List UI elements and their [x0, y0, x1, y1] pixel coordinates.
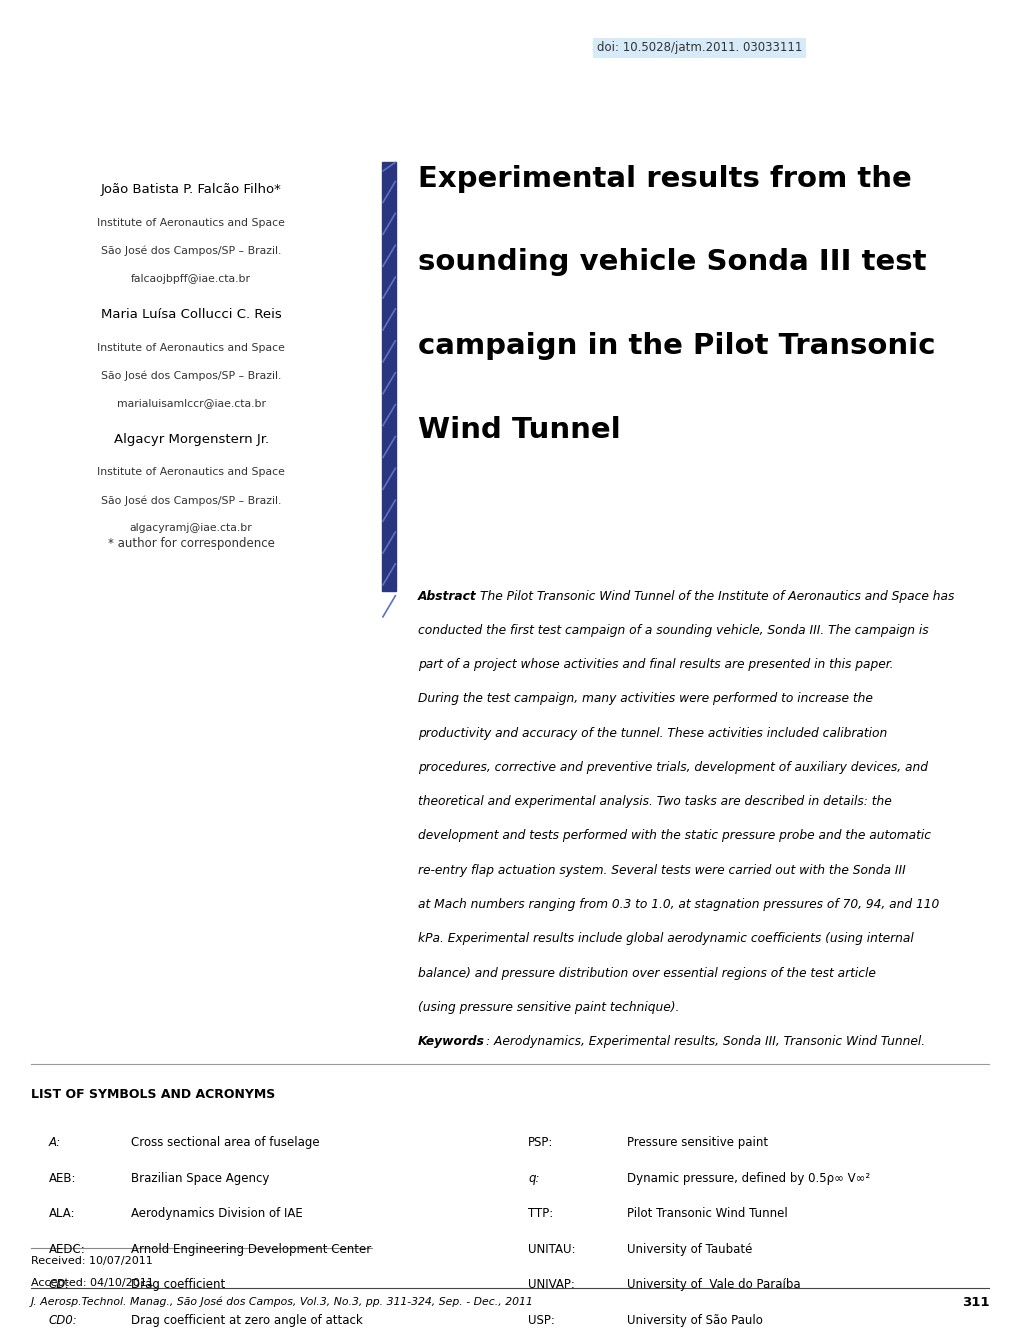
Text: : Aerodynamics, Experimental results, Sonda III, Transonic Wind Tunnel.: : Aerodynamics, Experimental results, So… — [485, 1035, 924, 1048]
Text: Institute of Aeronautics and Space: Institute of Aeronautics and Space — [97, 218, 285, 228]
Text: Accepted: 04/10/2011: Accepted: 04/10/2011 — [31, 1278, 153, 1288]
Text: Algacyr Morgenstern Jr.: Algacyr Morgenstern Jr. — [113, 433, 269, 446]
Text: part of a project whose activities and final results are presented in this paper: part of a project whose activities and f… — [418, 659, 893, 671]
Text: Cross sectional area of fuselage: Cross sectional area of fuselage — [130, 1135, 319, 1149]
Text: Arnold Engineering Development Center: Arnold Engineering Development Center — [130, 1243, 371, 1256]
Text: University of  Vale do Paraíba: University of Vale do Paraíba — [627, 1279, 800, 1291]
Bar — [382, 162, 395, 591]
Text: 311: 311 — [961, 1296, 988, 1309]
Text: balance) and pressure distribution over essential regions of the test article: balance) and pressure distribution over … — [418, 967, 875, 980]
Text: kPa. Experimental results include global aerodynamic coefficients (using interna: kPa. Experimental results include global… — [418, 932, 913, 946]
Text: Keywords: Keywords — [418, 1035, 485, 1048]
Text: USP:: USP: — [528, 1313, 554, 1327]
Text: q:: q: — [528, 1171, 539, 1185]
Text: University of São Paulo: University of São Paulo — [627, 1313, 762, 1327]
Text: Institute of Aeronautics and Space: Institute of Aeronautics and Space — [97, 343, 285, 353]
Text: re-entry flap actuation system. Several tests were carried out with the Sonda II: re-entry flap actuation system. Several … — [418, 863, 905, 876]
Text: University of Taubaté: University of Taubaté — [627, 1243, 752, 1256]
Text: LIST OF SYMBOLS AND ACRONYMS: LIST OF SYMBOLS AND ACRONYMS — [31, 1088, 274, 1101]
Text: at Mach numbers ranging from 0.3 to 1.0, at stagnation pressures of 70, 94, and : at Mach numbers ranging from 0.3 to 1.0,… — [418, 898, 938, 911]
Text: During the test campaign, many activities were performed to increase the: During the test campaign, many activitie… — [418, 692, 872, 705]
Text: Dynamic pressure, defined by 0.5ρ∞ V∞²: Dynamic pressure, defined by 0.5ρ∞ V∞² — [627, 1171, 869, 1185]
Text: J. Aerosp.Technol. Manag., São José dos Campos, Vol.3, No.3, pp. 311-324, Sep. -: J. Aerosp.Technol. Manag., São José dos … — [31, 1296, 533, 1307]
Text: UNITAU:: UNITAU: — [528, 1243, 576, 1256]
Text: Abstract: Abstract — [418, 590, 477, 603]
Text: CD0:: CD0: — [49, 1313, 77, 1327]
Text: CD:: CD: — [49, 1279, 70, 1291]
Text: campaign in the Pilot Transonic: campaign in the Pilot Transonic — [418, 332, 934, 360]
Text: São José dos Campos/SP – Brazil.: São José dos Campos/SP – Brazil. — [101, 371, 281, 381]
Text: Aerodynamics Division of IAE: Aerodynamics Division of IAE — [130, 1207, 302, 1220]
Text: * author for correspondence: * author for correspondence — [108, 537, 274, 550]
Text: João Batista P. Falcão Filho*: João Batista P. Falcão Filho* — [101, 183, 281, 197]
Text: doi: 10.5028/jatm.2011. 03033111: doi: 10.5028/jatm.2011. 03033111 — [596, 41, 801, 54]
Text: Experimental results from the: Experimental results from the — [418, 165, 911, 193]
Text: marialuisamlccr@iae.cta.br: marialuisamlccr@iae.cta.br — [116, 398, 266, 409]
Text: Pilot Transonic Wind Tunnel: Pilot Transonic Wind Tunnel — [627, 1207, 788, 1220]
Text: Received: 10/07/2011: Received: 10/07/2011 — [31, 1256, 152, 1267]
Text: Drag coefficient: Drag coefficient — [130, 1279, 224, 1291]
Text: ALA:: ALA: — [49, 1207, 75, 1220]
Text: PSP:: PSP: — [528, 1135, 553, 1149]
Text: AEB:: AEB: — [49, 1171, 76, 1185]
Text: TTP:: TTP: — [528, 1207, 553, 1220]
Text: Drag coefficient at zero angle of attack: Drag coefficient at zero angle of attack — [130, 1313, 362, 1327]
Text: sounding vehicle Sonda III test: sounding vehicle Sonda III test — [418, 248, 926, 276]
Text: A:: A: — [49, 1135, 61, 1149]
Text: AEDC:: AEDC: — [49, 1243, 86, 1256]
Text: Wind Tunnel: Wind Tunnel — [418, 416, 621, 444]
Text: São José dos Campos/SP – Brazil.: São José dos Campos/SP – Brazil. — [101, 246, 281, 256]
Text: UNIVAP:: UNIVAP: — [528, 1279, 575, 1291]
Text: algacyramj@iae.cta.br: algacyramj@iae.cta.br — [129, 523, 253, 534]
Text: Brazilian Space Agency: Brazilian Space Agency — [130, 1171, 269, 1185]
Text: productivity and accuracy of the tunnel. These activities included calibration: productivity and accuracy of the tunnel.… — [418, 726, 887, 740]
Text: : The Pilot Transonic Wind Tunnel of the Institute of Aeronautics and Space has: : The Pilot Transonic Wind Tunnel of the… — [472, 590, 954, 603]
Text: development and tests performed with the static pressure probe and the automatic: development and tests performed with the… — [418, 830, 930, 842]
Text: theoretical and experimental analysis. Two tasks are described in details: the: theoretical and experimental analysis. T… — [418, 795, 891, 809]
Text: (using pressure sensitive paint technique).: (using pressure sensitive paint techniqu… — [418, 1001, 679, 1013]
Text: Maria Luísa Collucci C. Reis: Maria Luísa Collucci C. Reis — [101, 308, 281, 321]
Text: Institute of Aeronautics and Space: Institute of Aeronautics and Space — [97, 467, 285, 478]
Text: São José dos Campos/SP – Brazil.: São José dos Campos/SP – Brazil. — [101, 495, 281, 506]
Text: procedures, corrective and preventive trials, development of auxiliary devices, : procedures, corrective and preventive tr… — [418, 761, 927, 774]
Text: conducted the first test campaign of a sounding vehicle, Sonda III. The campaign: conducted the first test campaign of a s… — [418, 624, 928, 637]
Text: falcaojbpff@iae.cta.br: falcaojbpff@iae.cta.br — [131, 274, 251, 284]
Text: Pressure sensitive paint: Pressure sensitive paint — [627, 1135, 767, 1149]
